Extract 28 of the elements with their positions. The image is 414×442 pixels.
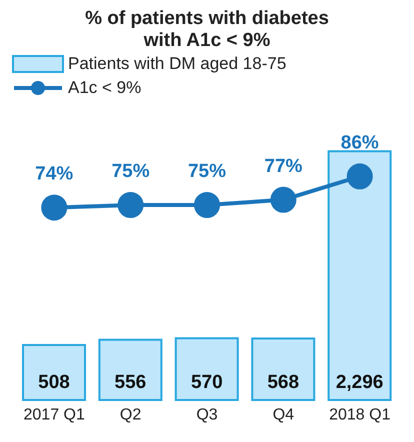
bar bbox=[174, 337, 239, 401]
data-label: 556 bbox=[114, 372, 146, 393]
data-label: 77% bbox=[264, 156, 303, 177]
data-label: 75% bbox=[188, 161, 226, 182]
data-label: 2,296 bbox=[336, 372, 384, 393]
data-label: 75% bbox=[112, 161, 150, 182]
x-tick-label: Q3 bbox=[196, 406, 218, 424]
bar bbox=[251, 337, 316, 401]
point bbox=[270, 186, 296, 213]
legend-label: Patients with DM aged 18-75 bbox=[68, 54, 286, 74]
bar bbox=[22, 344, 86, 401]
point bbox=[194, 192, 220, 218]
x-tick-label: Q4 bbox=[272, 406, 294, 424]
x-tick-label: 2017 Q1 bbox=[24, 406, 85, 424]
legend-label: A1c < 9% bbox=[68, 78, 142, 98]
x-tick-label: 2018 Q1 bbox=[329, 406, 391, 424]
data-label: 568 bbox=[267, 372, 300, 393]
point bbox=[346, 163, 373, 190]
point bbox=[118, 192, 144, 218]
x-tick-label: Q2 bbox=[120, 406, 142, 424]
bar bbox=[328, 150, 392, 401]
data-label: 508 bbox=[38, 372, 70, 393]
data-label: 570 bbox=[190, 372, 223, 393]
chart-title: % of patients with diabetes with A1c < 9% bbox=[84, 8, 330, 52]
bar bbox=[98, 338, 162, 401]
point bbox=[41, 194, 68, 221]
data-label: 86% bbox=[340, 132, 379, 154]
data-label: 74% bbox=[35, 164, 74, 185]
